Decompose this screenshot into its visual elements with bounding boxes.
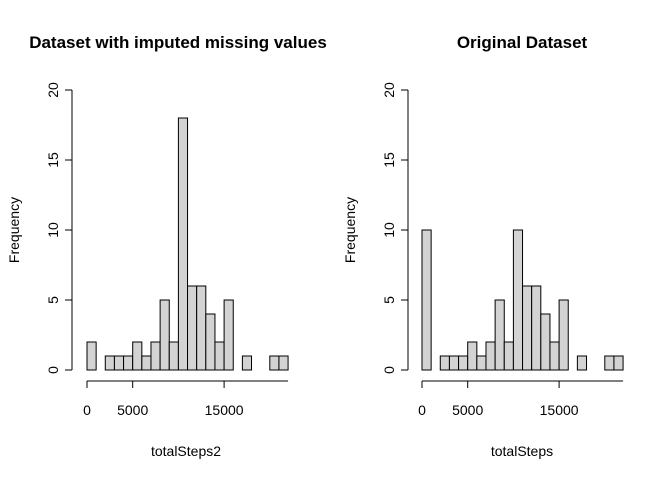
histogram-bar-original-17 xyxy=(576,355,588,371)
chart-title-imputed: Dataset with imputed missing values xyxy=(29,33,327,52)
histogram-bar-imputed-2 xyxy=(104,355,115,371)
histogram-bar-original-11 xyxy=(522,285,533,371)
x-axis-label-imputed: totalSteps2 xyxy=(151,443,221,459)
histogram-bar-imputed-3 xyxy=(113,355,125,371)
y-axis-label-original: Frequency xyxy=(342,197,358,263)
histogram-bar-imputed-15 xyxy=(223,299,234,371)
histogram-bar-imputed-5 xyxy=(132,341,143,371)
y-tick-label-original-4: 20 xyxy=(381,82,397,98)
x-tick-label-imputed-0: 0 xyxy=(83,402,91,418)
histogram-panel-original: Original Dataset 0 5 10 15 20 0 5000 15000 tota… xyxy=(342,33,624,459)
y-tick-label-original-0: 0 xyxy=(381,366,397,374)
histogram-bar-imputed-17 xyxy=(241,355,253,371)
y-tick-label-imputed-2: 10 xyxy=(45,222,61,238)
x-tick-label-original-2: 15000 xyxy=(540,402,579,418)
histogram-bar-imputed-14 xyxy=(214,341,225,371)
histogram-bar-original-21 xyxy=(613,355,624,371)
y-tick-label-imputed-4: 20 xyxy=(45,82,61,98)
x-tick-label-original-1: 5000 xyxy=(452,402,483,418)
histogram-bar-original-13 xyxy=(540,313,551,371)
y-tick-label-original-1: 5 xyxy=(381,296,397,304)
y-tick-label-imputed-1: 5 xyxy=(45,296,61,304)
histogram-bar-imputed-8 xyxy=(159,299,170,371)
chart-title-original: Original Dataset xyxy=(457,33,588,52)
histogram-bar-original-8 xyxy=(494,299,505,371)
y-axis-label-imputed: Frequency xyxy=(6,197,22,263)
histogram-bar-imputed-13 xyxy=(205,313,216,371)
histogram-bar-original-12 xyxy=(531,285,542,371)
histogram-bar-imputed-6 xyxy=(141,355,152,371)
x-tick-label-original-0: 0 xyxy=(418,402,426,418)
histogram-bar-original-4 xyxy=(458,355,469,371)
histogram-bar-imputed-9 xyxy=(168,341,179,371)
histogram-bar-imputed-21 xyxy=(278,355,289,371)
histogram-bar-imputed-7 xyxy=(150,341,161,371)
y-tick-label-original-2: 10 xyxy=(381,222,397,238)
histogram-bar-original-6 xyxy=(476,355,487,371)
x-axis-label-original: totalSteps xyxy=(491,443,553,459)
histogram-bar-original-7 xyxy=(485,341,496,371)
histogram-bar-original-15 xyxy=(558,299,569,371)
histogram-bar-original-14 xyxy=(549,341,560,371)
histogram-bar-imputed-10 xyxy=(177,117,189,371)
y-tick-label-original-3: 15 xyxy=(381,152,397,168)
histogram-bar-imputed-11 xyxy=(187,285,198,371)
histogram-bar-original-20 xyxy=(604,355,615,371)
histogram-bar-original-5 xyxy=(467,341,478,371)
x-tick-label-imputed-2: 15000 xyxy=(205,402,244,418)
plot-area-imputed: 0 5 10 15 20 0 5000 15000 xyxy=(45,82,289,418)
histogram-bar-original-9 xyxy=(503,341,514,371)
y-tick-label-imputed-0: 0 xyxy=(45,366,61,374)
histogram-bar-imputed-12 xyxy=(196,285,207,371)
histogram-bar-imputed-20 xyxy=(269,355,280,371)
histogram-bar-imputed-0 xyxy=(86,341,97,371)
x-tick-label-imputed-1: 5000 xyxy=(117,402,148,418)
histogram-bar-original-3 xyxy=(448,355,460,371)
histogram-bar-original-2 xyxy=(439,355,450,371)
histogram-bar-original-0 xyxy=(421,229,432,371)
histogram-bar-original-10 xyxy=(512,229,524,371)
histogram-bar-imputed-4 xyxy=(123,355,134,371)
histogram-panel-imputed: Dataset with imputed missing values 0 5 10… xyxy=(6,33,327,459)
y-tick-label-imputed-3: 15 xyxy=(45,152,61,168)
plot-area-original: 0 5 10 15 20 0 5000 15000 xyxy=(381,82,624,418)
